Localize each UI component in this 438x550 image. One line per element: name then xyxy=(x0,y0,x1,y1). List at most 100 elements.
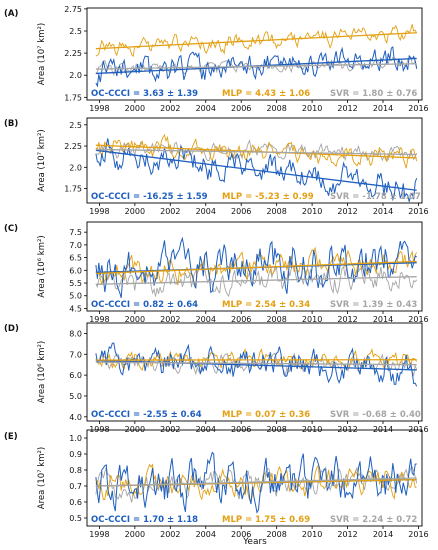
y-tick-label: 8.0 xyxy=(69,329,82,338)
panel-2: (C) Area (10⁶ km²) 4.5 5.0 5.5 6.0 6.5 7.0 7.5 19… xyxy=(4,221,429,324)
annotation-svr: SVR = 1.39 ± 0.43 xyxy=(330,300,417,310)
y-axis-label: Area (10⁶ km²) xyxy=(37,235,47,297)
x-axis-label: Years xyxy=(242,537,267,547)
x-tick-label: 2000 xyxy=(125,530,145,539)
y-tick-label: 0.6 xyxy=(69,498,82,507)
plot-frame xyxy=(86,7,423,101)
y-axis-label: Area (10⁷ km²) xyxy=(37,129,47,191)
annotation-oc-ccci: OC-CCCI = 1.70 ± 1.18 xyxy=(91,515,198,525)
y-tick-label: 2.0 xyxy=(69,71,82,80)
y-tick-label: 6.5 xyxy=(69,254,82,263)
annotation-oc-ccci: OC-CCCI = -2.55 ± 0.64 xyxy=(91,410,202,420)
trend-line-mlp xyxy=(95,260,417,275)
trend-line-svr xyxy=(95,148,417,156)
y-tick-label: 7.5 xyxy=(69,228,82,237)
panel-label: (A) xyxy=(4,9,18,19)
x-tick-label: 2008 xyxy=(266,104,286,113)
x-tick-label: 2010 xyxy=(302,207,322,216)
x-tick-label: 2000 xyxy=(125,207,145,216)
y-tick-label: 7.0 xyxy=(69,241,82,250)
y-tick-label: 0.9 xyxy=(69,450,82,459)
annotation-mlp: MLP = 1.75 ± 0.69 xyxy=(222,515,310,525)
y-tick-label: 0.7 xyxy=(69,482,82,491)
y-tick-label: 6.0 xyxy=(69,371,82,380)
panel-label: (C) xyxy=(4,224,18,234)
annotation-svr: SVR = -1.78 ± 1.07 xyxy=(330,192,421,202)
annotation-mlp: MLP = 2.54 ± 0.34 xyxy=(222,300,310,310)
annotation-mlp: MLP = 4.43 ± 1.06 xyxy=(222,89,310,99)
x-tick-label: 2008 xyxy=(266,425,286,434)
annotation-oc-ccci: OC-CCCI = -16.25 ± 1.59 xyxy=(91,192,208,202)
y-tick-label: 2.5 xyxy=(69,27,82,36)
y-tick-label: 5.0 xyxy=(69,392,82,401)
x-tick-label: 2002 xyxy=(160,425,180,434)
panel-label: (D) xyxy=(4,324,19,334)
x-tick-label: 2010 xyxy=(302,425,322,434)
x-tick-label: 2006 xyxy=(231,207,251,216)
x-tick-label: 2010 xyxy=(302,530,322,539)
x-tick-label: 1998 xyxy=(89,207,109,216)
panel-0: (A) Area (10⁷ km²) 1.75 2.0 2.25 2.5 2.75 1998 2… xyxy=(4,5,429,113)
x-tick-label: 2012 xyxy=(337,530,357,539)
x-tick-label: 2016 xyxy=(408,315,428,324)
plot-frame xyxy=(86,221,423,312)
plot-frame xyxy=(86,117,423,204)
plot-area xyxy=(95,236,418,298)
x-tick-label: 2004 xyxy=(196,530,216,539)
y-tick-label: 1.75 xyxy=(64,185,82,194)
panel-label: (E) xyxy=(4,432,18,442)
x-tick-label: 2016 xyxy=(408,104,428,113)
x-tick-label: 2002 xyxy=(160,207,180,216)
y-tick-label: 2.25 xyxy=(64,49,82,58)
annotation-mlp: MLP = 0.07 ± 0.36 xyxy=(222,410,310,420)
panel-1: (B) Area (10⁷ km²) 1.75 2.0 2.25 2.5 1998 2000 2… xyxy=(4,117,429,216)
x-tick-label: 2014 xyxy=(373,104,393,113)
x-tick-label: 2016 xyxy=(408,530,428,539)
x-tick-label: 2002 xyxy=(160,315,180,324)
trend-line-svr xyxy=(95,477,417,487)
plot-area xyxy=(95,451,418,514)
x-tick-label: 2002 xyxy=(160,530,180,539)
y-tick-label: 0.5 xyxy=(69,514,82,523)
y-tick-label: 2.75 xyxy=(64,5,82,14)
x-tick-label: 2010 xyxy=(302,104,322,113)
y-tick-label: 0.8 xyxy=(69,466,82,475)
x-tick-label: 2004 xyxy=(196,104,216,113)
trend-line-mlp xyxy=(95,32,417,50)
x-tick-label: 2010 xyxy=(302,315,322,324)
trend-line-oc-ccci xyxy=(95,149,417,191)
x-tick-label: 2000 xyxy=(125,104,145,113)
x-tick-label: 2006 xyxy=(231,425,251,434)
series-line-oc-ccci xyxy=(95,236,418,298)
plot-frame xyxy=(86,322,423,422)
x-tick-label: 2016 xyxy=(408,425,428,434)
x-tick-label: 2014 xyxy=(373,425,393,434)
y-axis-label: Area (10⁷ km²) xyxy=(37,447,47,509)
panel-4: (E) Area (10⁷ km²) 0.5 0.6 0.7 0.8 0.9 1.0 1998 2… xyxy=(4,429,429,539)
series-line-svr xyxy=(95,465,418,503)
plot-area xyxy=(95,133,418,202)
y-tick-label: 7.0 xyxy=(69,350,82,359)
annotation-mlp: MLP = -5.23 ± 0.99 xyxy=(222,192,314,202)
y-tick-label: 1.75 xyxy=(64,93,82,102)
x-tick-label: 2000 xyxy=(125,315,145,324)
y-tick-label: 2.0 xyxy=(69,163,82,172)
plot-area xyxy=(95,342,418,387)
y-tick-label: 2.25 xyxy=(64,142,82,151)
x-tick-label: 2012 xyxy=(337,207,357,216)
x-tick-label: 2006 xyxy=(231,530,251,539)
x-tick-label: 2004 xyxy=(196,207,216,216)
x-tick-label: 1998 xyxy=(89,425,109,434)
annotation-oc-ccci: OC-CCCI = 0.82 ± 0.64 xyxy=(91,300,198,310)
x-tick-label: 1998 xyxy=(89,530,109,539)
y-axis-label: Area (10⁶ km²) xyxy=(37,341,47,403)
y-tick-label: 4.0 xyxy=(69,413,82,422)
annotation-svr: SVR = 2.24 ± 0.72 xyxy=(330,515,417,525)
y-tick-label: 5.5 xyxy=(69,279,82,288)
plot-frame xyxy=(86,429,423,527)
x-tick-label: 2014 xyxy=(373,530,393,539)
x-tick-label: 2008 xyxy=(266,530,286,539)
y-tick-label: 4.5 xyxy=(69,304,82,313)
annotation-svr: SVR = -0.68 ± 0.40 xyxy=(330,410,421,420)
trend-line-svr xyxy=(95,63,417,70)
